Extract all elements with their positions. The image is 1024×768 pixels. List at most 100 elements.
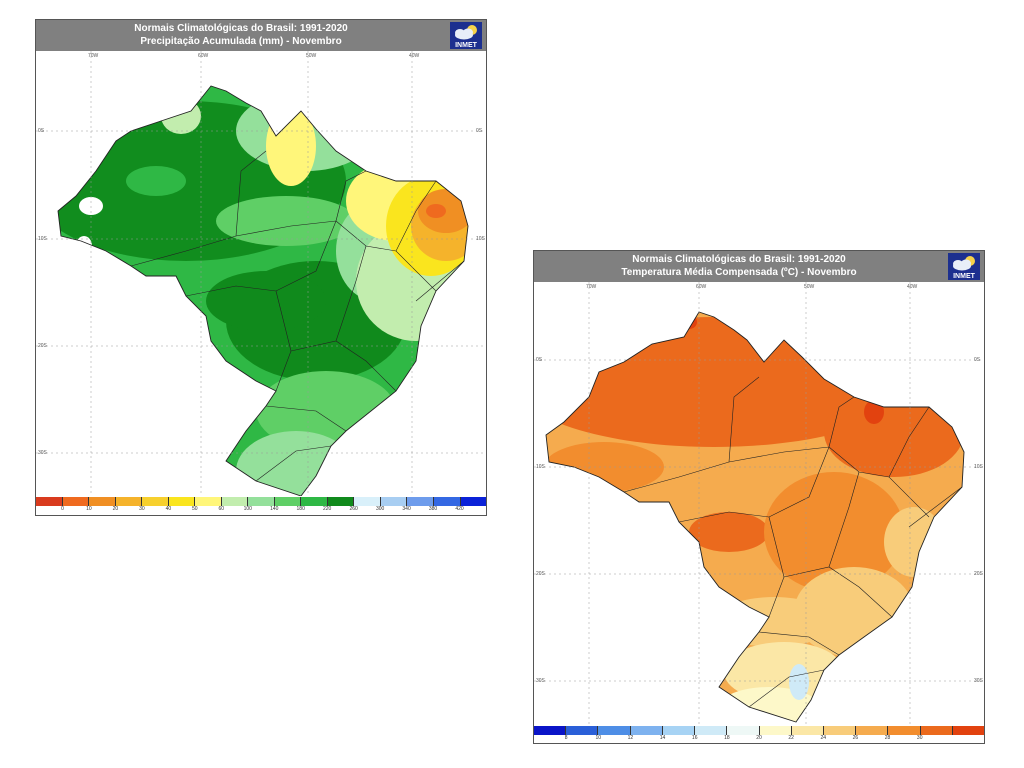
colorbar-swatch [62, 497, 90, 506]
lat-label-20s-right: 20S [974, 571, 983, 577]
lon-label-70w: 70W [88, 53, 99, 59]
colorbar-tick-label: 40 [165, 506, 172, 512]
colorbar-swatch [823, 726, 857, 735]
colorbar-swatch [566, 726, 599, 735]
colorbar-swatch [433, 497, 461, 506]
brazil-outline [57, 85, 469, 496]
temperature-title-bar: Normais Climatológicas do Brasil: 1991-2… [534, 251, 984, 282]
state-borders [623, 376, 963, 708]
colorbar-swatch [920, 726, 953, 735]
colorbar-tick-label: 10 [86, 506, 92, 512]
colorbar-tick-label: 30 [139, 506, 145, 512]
lon-label-40w: 40W [907, 284, 918, 290]
precipitation-colorbar-ticks: 0 10 20 30 40 50 60 100 140 180 220 260 300 340 380 420 [36, 506, 486, 515]
coordinate-grid [36, 51, 486, 496]
precipitation-map [36, 51, 486, 496]
colorbar-swatch [598, 726, 631, 735]
inmet-logo: INMET [948, 253, 980, 280]
temperature-colorbar-ticks: 8 10 12 14 16 18 20 22 24 26 28 30 [534, 735, 984, 743]
colorbar-tick-label: 220 [323, 506, 332, 512]
colorbar-swatch [952, 726, 984, 735]
colorbar-tick-label: 340 [402, 506, 411, 512]
state-borders [130, 150, 465, 482]
colorbar-tick-label: 22 [788, 735, 794, 741]
lat-label-10s-right: 10S [974, 464, 983, 470]
colorbar-swatch [142, 497, 169, 506]
colorbar-tick-label: 300 [375, 506, 385, 512]
colorbar-tick-label: 28 [884, 735, 891, 741]
colorbar-tick-label: 420 [455, 506, 464, 512]
colorbar-tick-label: 260 [349, 506, 358, 512]
colorbar-swatch [168, 497, 196, 506]
colorbar-tick-label: 12 [627, 735, 634, 741]
precipitation-map-panel: Normais Climatológicas do Brasil: 1991-2… [35, 19, 487, 516]
precipitation-title: Normais Climatológicas do Brasil: 1991-2… [134, 23, 348, 34]
colorbar-tick-label: 20 [756, 735, 762, 741]
colorbar-tick-label: 0 [61, 506, 64, 512]
colorbar-swatch [89, 497, 116, 506]
colorbar-tick-label: 180 [296, 506, 305, 512]
colorbar-tick-label: 10 [595, 735, 602, 741]
temperature-map [534, 282, 984, 724]
colorbar-tick-label: 380 [428, 506, 438, 512]
colorbar-swatch [248, 497, 275, 506]
colorbar-tick-label: 20 [112, 506, 119, 512]
lon-label-50w: 50W [306, 53, 317, 59]
colorbar-swatch [791, 726, 824, 735]
colorbar-swatch [695, 726, 728, 735]
colorbar-tick-label: 24 [820, 735, 827, 741]
temperature-subtitle: Temperatura Média Compensada (ºC) - Nove… [621, 267, 857, 278]
colorbar-swatch [115, 497, 143, 506]
colorbar-swatch [759, 726, 792, 735]
precipitation-subtitle: Precipitação Acumulada (mm) - Novembro [140, 36, 342, 47]
colorbar-swatch [221, 497, 249, 506]
colorbar-swatch [460, 497, 486, 506]
colorbar-swatch [36, 497, 63, 506]
colorbar-tick-label: 60 [218, 506, 225, 512]
colorbar-tick-label: 14 [659, 735, 666, 741]
lon-label-60w: 60W [198, 53, 209, 59]
colorbar-tick-label: 26 [852, 735, 859, 741]
lat-label-30s-right: 30S [974, 678, 983, 684]
colorbar-swatch [380, 497, 408, 506]
precipitation-colorbar [36, 497, 486, 506]
colorbar-tick-label: 140 [270, 506, 279, 512]
weather-cloud-sun-icon [953, 256, 975, 271]
temperature-map-panel: Normais Climatológicas do Brasil: 1991-2… [533, 250, 985, 744]
lat-label-10s-right: 10S [476, 236, 485, 242]
colorbar-swatch [327, 497, 355, 506]
lat-label-0s-right: 0S [476, 128, 483, 134]
colorbar-swatch [662, 726, 696, 735]
colorbar-swatch [301, 497, 328, 506]
inmet-logo-text: INMET [455, 42, 477, 49]
temperature-title: Normais Climatológicas do Brasil: 1991-2… [632, 254, 846, 265]
colorbar-swatch [727, 726, 760, 735]
temperature-colorbar [534, 726, 984, 735]
colorbar-swatch [856, 726, 889, 735]
colorbar-tick-label: 100 [243, 506, 252, 512]
colorbar-tick-label: 30 [916, 735, 923, 741]
temperature-fields [546, 312, 964, 722]
inmet-logo-text: INMET [953, 273, 975, 280]
brazil-outline [545, 311, 965, 723]
lon-label-40w: 40W [409, 53, 420, 59]
colorbar-swatch [354, 497, 381, 506]
weather-cloud-sun-icon [455, 25, 477, 40]
inmet-logo: INMET [450, 22, 482, 49]
precipitation-title-bar: Normais Climatológicas do Brasil: 1991-2… [36, 20, 486, 51]
lon-label-60w: 60W [696, 284, 707, 290]
lat-label-0s-right: 0S [974, 357, 981, 363]
colorbar-tick-label: 50 [192, 506, 198, 512]
colorbar-tick-label: 16 [691, 735, 698, 741]
colorbar-swatch [630, 726, 663, 735]
colorbar-swatch [195, 497, 222, 506]
colorbar-tick-label: 18 [724, 735, 730, 741]
colorbar-swatch [888, 726, 921, 735]
lon-label-70w: 70W [586, 284, 597, 290]
lon-label-50w: 50W [804, 284, 815, 290]
colorbar-tick-label: 8 [564, 735, 568, 741]
colorbar-swatch [534, 726, 567, 735]
coordinate-grid [534, 282, 984, 724]
colorbar-swatch [274, 497, 302, 506]
colorbar-swatch [407, 497, 434, 506]
